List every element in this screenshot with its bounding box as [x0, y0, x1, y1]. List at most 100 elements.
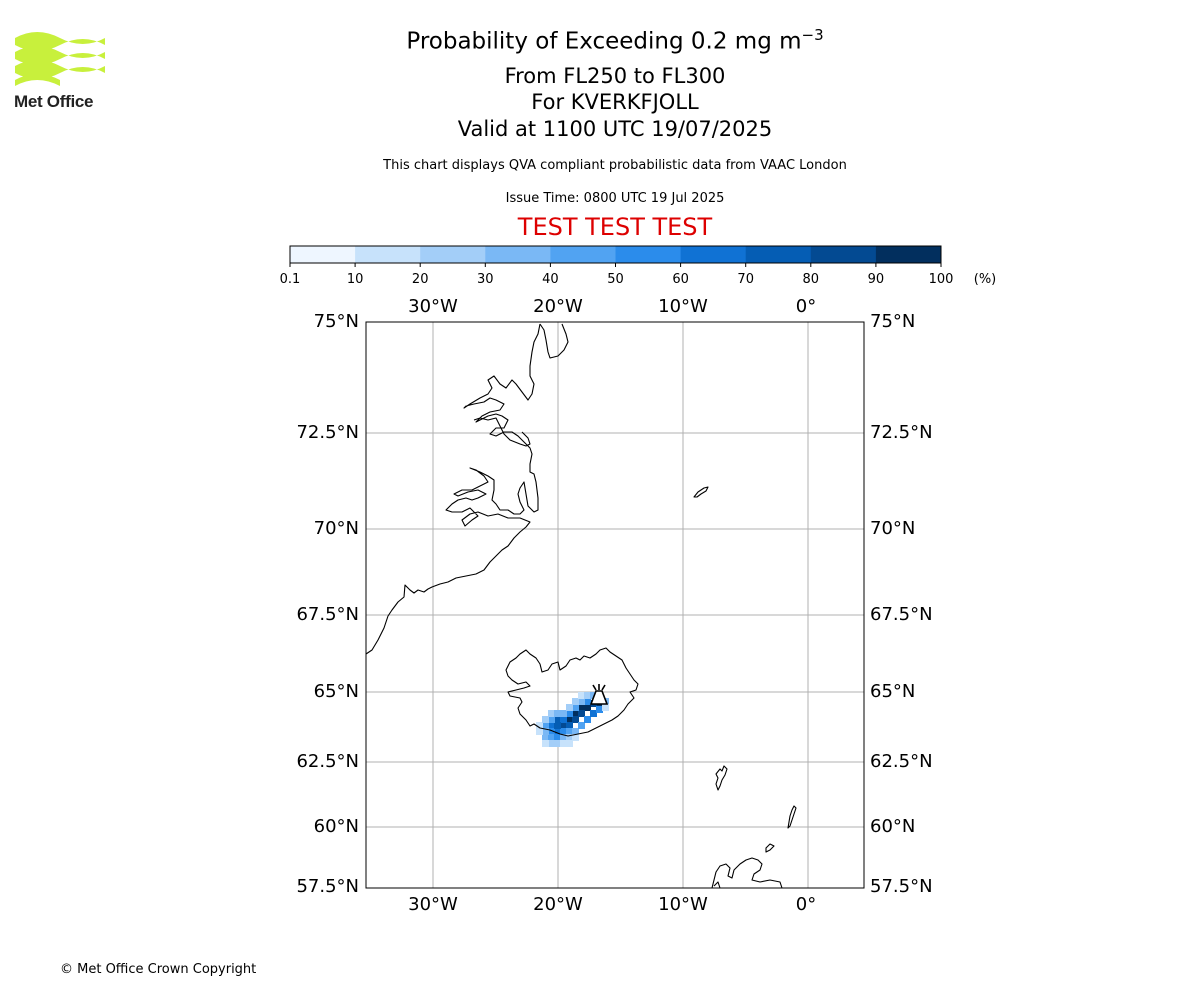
lon-label-bottom: 10°W: [658, 894, 708, 915]
lat-labels-right: 75°N 72.5°N 70°N 67.5°N 65°N 62.5°N 60°N…: [870, 311, 933, 897]
map-frame: [365, 321, 865, 889]
ash-cell: [560, 734, 567, 741]
ash-cell: [554, 722, 561, 729]
ash-cell: [584, 692, 591, 699]
ash-cell: [542, 728, 549, 735]
test-banner: TEST TEST TEST: [517, 213, 713, 241]
shetland-coastline: [787, 805, 797, 829]
met-office-waves-icon: [15, 32, 105, 86]
ash-cell: [536, 722, 543, 729]
ash-cell: [566, 704, 573, 711]
colorbar-tick-label: 100: [929, 272, 954, 287]
colorbar-tick-label: 20: [412, 272, 429, 287]
lon-labels-bottom: 30°W 20°W 10°W 0°: [408, 894, 816, 915]
lon-label-top: 30°W: [408, 296, 458, 317]
colorbar-cell: [680, 246, 747, 263]
ash-cell: [560, 740, 567, 747]
lat-label-left: 70°N: [314, 518, 359, 539]
ash-cell: [542, 734, 549, 741]
ash-cell: [572, 698, 579, 705]
colorbar-cell: [290, 246, 356, 263]
colorbar-cell: [615, 246, 682, 263]
iceland-coastline: [505, 647, 639, 737]
greenland-inlet-2: [539, 323, 569, 359]
ash-cell: [548, 710, 555, 717]
lat-labels-left: 75°N 72.5°N 70°N 67.5°N 65°N 62.5°N 60°N…: [296, 311, 359, 897]
lon-label-top: 0°: [796, 296, 816, 317]
ash-cell: [572, 734, 579, 741]
ash-cell: [596, 700, 603, 707]
ash-cell: [578, 710, 585, 717]
ash-cell: [596, 694, 603, 701]
lat-label-left: 65°N: [314, 681, 359, 702]
ash-cell: [602, 698, 609, 705]
lon-label-bottom: 0°: [796, 894, 816, 915]
colorbar-cell: [420, 246, 486, 263]
colorbar-tick-label: 30: [477, 272, 494, 287]
colorbar-cell: [550, 246, 616, 263]
colorbar-tick-label: 40: [542, 272, 559, 287]
ash-cell: [584, 716, 591, 723]
colorbar-tick-label: 80: [803, 272, 820, 287]
ash-cell: [566, 716, 573, 723]
valid-time: Valid at 1100 UTC 19/07/2025: [457, 117, 773, 141]
ash-cell: [590, 710, 597, 717]
chart-title: Probability of Exceeding 0.2 mg m−3: [300, 26, 930, 55]
ash-cell: [584, 698, 591, 705]
ash-cell: [542, 716, 549, 723]
ash-cell: [590, 700, 597, 707]
ash-cell: [572, 710, 579, 717]
issue-time: Issue Time: 0800 UTC 19 Jul 2025: [505, 191, 725, 206]
lon-label-bottom: 30°W: [408, 894, 458, 915]
lat-label-right: 72.5°N: [870, 422, 933, 443]
ash-cell: [548, 728, 555, 735]
lat-label-left: 67.5°N: [296, 604, 359, 625]
lat-label-left: 62.5°N: [296, 751, 359, 772]
ash-cell: [536, 728, 543, 735]
orkney-coastline: [765, 843, 775, 853]
colorbar-cell: [745, 246, 812, 263]
ash-cell: [554, 710, 561, 717]
ash-cell: [548, 716, 555, 723]
ash-cell: [566, 728, 573, 735]
ash-cell: [566, 722, 573, 729]
ash-cell: [578, 704, 585, 711]
ash-cell: [590, 692, 597, 699]
lat-label-left: 72.5°N: [296, 422, 359, 443]
met-office-logo: Met Office: [14, 30, 106, 112]
lat-label-right: 70°N: [870, 518, 915, 539]
ash-cell: [560, 710, 567, 717]
ash-cell: [566, 710, 573, 717]
lat-label-right: 67.5°N: [870, 604, 933, 625]
ash-cell: [542, 740, 549, 747]
lon-label-top: 20°W: [533, 296, 583, 317]
title-main: Probability of Exceeding 0.2 mg m: [406, 28, 802, 55]
lon-labels-top: 30°W 20°W 10°W 0°: [408, 296, 816, 317]
colorbar-tick-label: 0.1: [280, 272, 301, 287]
logo-text: Met Office: [14, 92, 94, 111]
ash-cell: [554, 728, 561, 735]
colorbar-tick-label: 10: [347, 272, 364, 287]
ash-cell: [548, 734, 555, 741]
lat-label-left: 60°N: [314, 816, 359, 837]
title-unit-exponent: −3: [801, 26, 824, 44]
ash-cell: [602, 704, 609, 711]
volcano-icon: [589, 684, 609, 705]
info-text: This chart displays QVA compliant probab…: [383, 158, 847, 173]
ash-cell: [578, 722, 585, 729]
ash-cell: [584, 704, 591, 711]
ash-cell: [554, 734, 561, 741]
colorbar-cell: [810, 246, 877, 263]
ash-cell: [572, 716, 579, 723]
greenland-coastline: [365, 323, 541, 655]
lat-label-left: 57.5°N: [296, 876, 359, 897]
copyright: © Met Office Crown Copyright: [60, 962, 257, 977]
ash-cell: [560, 728, 567, 735]
volcano-name: For KVERKFJOLL: [531, 90, 699, 114]
ash-cell: [542, 722, 549, 729]
gridlines: [366, 322, 864, 888]
lat-label-right: 65°N: [870, 681, 915, 702]
ash-cell: [560, 722, 567, 729]
lat-label-right: 62.5°N: [870, 751, 933, 772]
